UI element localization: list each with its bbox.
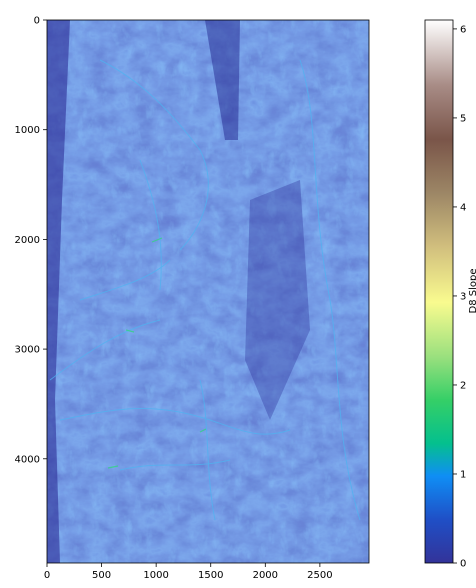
x-tick-label: 2000 (253, 570, 278, 581)
x-tick-label: 0 (44, 570, 50, 581)
colorbar-label: D8 Slope (468, 269, 476, 314)
y-tick-label: 1000 (15, 125, 40, 136)
y-tick-label: 2000 (15, 235, 40, 246)
colorbar-tick-label: 5 (460, 113, 466, 124)
y-tick-label: 3000 (15, 345, 40, 356)
colorbar-tick-label: 3 (460, 291, 466, 302)
x-tick-label: 1000 (143, 570, 168, 581)
plot-frame (46, 19, 370, 564)
y-tick-label: 4000 (15, 454, 40, 465)
y-axis: 0 1000 2000 3000 4000 (15, 16, 47, 465)
colorbar-ticks: 0 1 2 3 4 5 6 (453, 24, 466, 570)
x-tick-label: 1500 (198, 570, 223, 581)
colorbar: 0 1 2 3 4 5 6 D8 Slope (424, 19, 476, 570)
x-tick-label: 2500 (307, 570, 332, 581)
y-tick-label: 0 (34, 16, 40, 27)
colorbar-tick-label: 1 (460, 469, 466, 480)
x-axis: 0 500 1000 1500 2000 2500 (44, 563, 333, 581)
colorbar-tick-label: 2 (460, 380, 466, 391)
colorbar-frame (424, 19, 454, 564)
colorbar-gradient (425, 20, 453, 563)
colorbar-tick-label: 4 (460, 202, 466, 213)
colorbar-tick-label: 0 (460, 559, 466, 570)
x-tick-label: 500 (92, 570, 111, 581)
colorbar-tick-label: 6 (460, 24, 466, 35)
heatmap-image (47, 20, 369, 563)
